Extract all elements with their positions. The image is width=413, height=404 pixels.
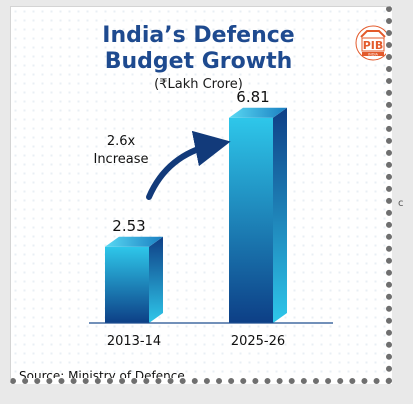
unit-label: (₹Lakh Crore) bbox=[154, 77, 243, 92]
bar-2-front bbox=[229, 117, 273, 324]
title-line-1: India’s Defence bbox=[102, 23, 295, 48]
bar-1-side bbox=[149, 236, 163, 323]
logo-subtext: INDIA bbox=[368, 53, 378, 57]
increase-arrow bbox=[146, 130, 231, 200]
edge-mark: c bbox=[398, 198, 404, 209]
category-label-2: 2025-26 bbox=[231, 334, 285, 349]
source-note: Source: Ministry of Defence bbox=[19, 369, 185, 383]
bar-1-front bbox=[105, 246, 149, 323]
bar-1-top bbox=[105, 236, 163, 247]
category-label-1: 2013-14 bbox=[107, 334, 161, 349]
bar-chart: 2.53 2013-14 6.81 2025-26 2.6x Increase bbox=[89, 88, 333, 349]
infographic-card: India’s Defence Budget Growth (₹Lakh Cro… bbox=[10, 6, 392, 384]
bar-2-top bbox=[229, 107, 287, 118]
annotation-line-1: 2.6x bbox=[107, 134, 136, 149]
bar-2-side bbox=[273, 107, 287, 324]
title-line-2: Budget Growth bbox=[104, 49, 293, 74]
dot-pattern-background bbox=[11, 7, 386, 378]
chart-title: India’s Defence Budget Growth bbox=[11, 23, 386, 75]
annotation-line-2: Increase bbox=[93, 152, 148, 167]
pib-logo-icon: PIB INDIA bbox=[355, 25, 386, 61]
value-label-2: 6.81 bbox=[236, 88, 269, 106]
logo-text: PIB bbox=[363, 39, 384, 52]
value-label-1: 2.53 bbox=[112, 217, 145, 235]
